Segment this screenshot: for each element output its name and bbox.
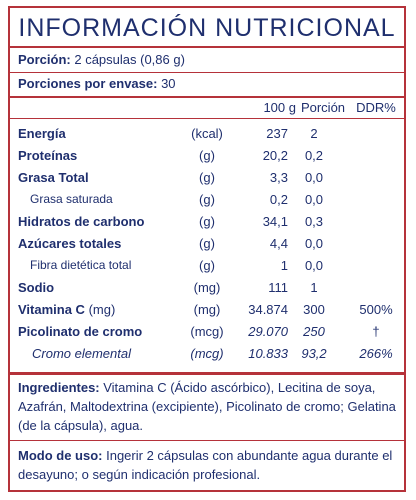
row-per100-grasa-saturada: 0,2 xyxy=(269,192,288,207)
header-ddr: DDR% xyxy=(356,100,396,115)
row-unit-proteinas: (g) xyxy=(199,148,215,163)
row-unit-picolinato: (mcg) xyxy=(190,324,224,339)
row-portion-picolinato: 250 xyxy=(303,324,325,339)
row-name-vitamina-c: Vitamina C (mg) xyxy=(18,302,115,317)
row-unit-grasa-total: (g) xyxy=(199,170,215,185)
row-unit-vitamina-c: (mg) xyxy=(193,302,221,317)
vitamina-c-name: Vitamina C xyxy=(18,302,85,317)
divider-ingredients xyxy=(10,440,404,441)
ingredients-block: Ingredientes: Vitamina C (Ácido ascórbic… xyxy=(18,378,400,435)
row-name-energia: Energía xyxy=(18,126,66,141)
row-name-azucares: Azúcares totales xyxy=(18,236,122,251)
row-ddr-cromo-elemental: 266% xyxy=(359,346,393,361)
row-name-cromo-elemental: Cromo elemental xyxy=(32,346,131,361)
row-portion-vitamina-c: 300 xyxy=(303,302,325,317)
row-portion-sodio: 1 xyxy=(310,280,318,295)
divider-table-end xyxy=(10,372,404,375)
row-portion-hidratos: 0,3 xyxy=(304,214,324,229)
row-per100-vitamina-c: 34.874 xyxy=(248,302,288,317)
row-name-picolinato: Picolinato de cromo xyxy=(18,324,143,339)
row-unit-cromo-elemental: (mcg) xyxy=(190,346,224,361)
row-name-grasa-total: Grasa Total xyxy=(18,170,89,185)
row-unit-azucares: (g) xyxy=(199,236,215,251)
row-per100-grasa-total: 3,3 xyxy=(269,170,288,185)
label-title: INFORMACIÓN NUTRICIONAL xyxy=(18,14,396,42)
row-name-fibra: Fibra dietética total xyxy=(30,258,132,272)
row-portion-energia: 2 xyxy=(310,126,318,141)
row-portion-grasa-saturada: 0,0 xyxy=(304,192,324,207)
row-per100-cromo-elemental: 10.833 xyxy=(248,346,288,361)
row-name-hidratos: Hidratos de carbono xyxy=(18,214,145,229)
row-per100-energia: 237 xyxy=(266,126,288,141)
usage-block: Modo de uso: Ingerir 2 cápsulas con abun… xyxy=(18,446,400,484)
row-ddr-picolinato: † xyxy=(372,324,380,339)
divider-serving xyxy=(10,72,404,73)
header-portion: Porción xyxy=(300,100,346,115)
row-portion-grasa-total: 0,0 xyxy=(304,170,324,185)
row-name-proteinas: Proteínas xyxy=(18,148,78,163)
serving-value: 2 cápsulas (0,86 g) xyxy=(74,52,185,67)
row-unit-energia: (kcal) xyxy=(191,126,223,141)
row-per100-picolinato: 29.070 xyxy=(248,324,288,339)
row-unit-grasa-saturada: (g) xyxy=(199,192,215,207)
nutrition-label: INFORMACIÓN NUTRICIONAL Porción: 2 cápsu… xyxy=(8,6,406,492)
serving-label: Porción: xyxy=(18,52,71,67)
vitamina-c-suffix: (mg) xyxy=(84,302,116,317)
row-per100-hidratos: 34,1 xyxy=(262,214,288,229)
row-per100-azucares: 4,4 xyxy=(269,236,288,251)
divider-title xyxy=(10,46,404,48)
servings-per-container-label: Porciones por envase: xyxy=(18,76,158,91)
header-per-100g: 100 g xyxy=(263,100,296,115)
row-unit-hidratos: (g) xyxy=(199,214,215,229)
servings-per-container-value: 30 xyxy=(161,76,176,91)
row-per100-fibra: 1 xyxy=(280,258,288,273)
row-per100-proteinas: 20,2 xyxy=(262,148,288,163)
usage-text: Ingerir 2 cápsulas con abundante agua du… xyxy=(18,448,393,482)
divider-headers xyxy=(10,118,404,119)
row-unit-fibra: (g) xyxy=(199,258,215,273)
row-unit-sodio: (mg) xyxy=(193,280,221,295)
row-name-sodio: Sodio xyxy=(18,280,55,295)
divider-servings xyxy=(10,96,404,98)
serving-line: Porción: 2 cápsulas (0,86 g) xyxy=(18,52,185,67)
row-portion-cromo-elemental: 93,2 xyxy=(301,346,327,361)
row-portion-azucares: 0,0 xyxy=(304,236,324,251)
row-portion-proteinas: 0,2 xyxy=(304,148,324,163)
row-per100-sodio: 111 xyxy=(268,280,288,295)
row-portion-fibra: 0,0 xyxy=(304,258,324,273)
row-ddr-vitamina-c: 500% xyxy=(359,302,393,317)
row-name-grasa-saturada: Grasa saturada xyxy=(30,192,113,206)
ingredients-text: Vitamina C (Ácido ascórbico), Lecitina d… xyxy=(18,380,396,433)
usage-label: Modo de uso: xyxy=(18,448,103,463)
servings-per-container-line: Porciones por envase: 30 xyxy=(18,76,176,91)
ingredients-label: Ingredientes: xyxy=(18,380,100,395)
